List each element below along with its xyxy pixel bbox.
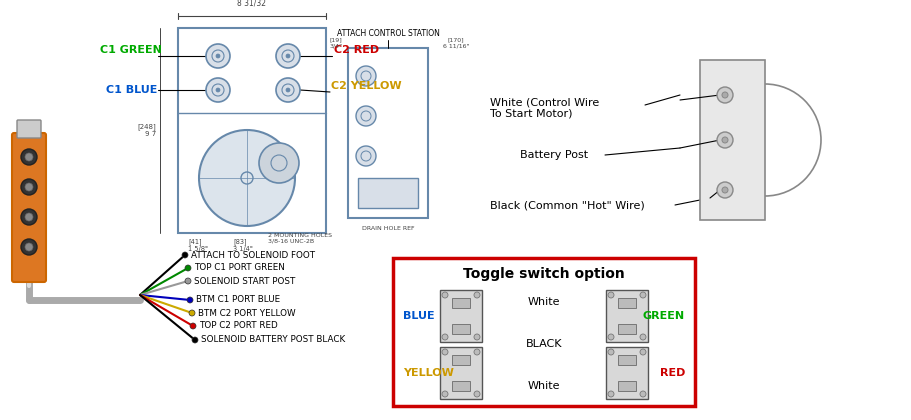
Text: RED: RED [659,368,684,378]
Circle shape [442,391,447,397]
Circle shape [276,44,300,68]
Text: Black (Common "Hot" Wire): Black (Common "Hot" Wire) [489,200,644,210]
Circle shape [640,292,645,298]
Text: BLACK: BLACK [525,339,562,349]
Circle shape [21,179,37,195]
Text: ATTACH TO SOLENOID FOOT: ATTACH TO SOLENOID FOOT [190,250,315,260]
Circle shape [187,297,193,303]
Text: Toggle switch option: Toggle switch option [463,267,624,281]
Circle shape [286,88,290,92]
Text: White (Control Wire
To Start Motor): White (Control Wire To Start Motor) [489,97,599,119]
Text: White: White [527,381,559,391]
Bar [618,355,635,365]
Text: White: White [527,297,559,307]
Text: ATTACH CONTROL STATION: ATTACH CONTROL STATION [336,29,439,38]
Text: SOLENOID START POST: SOLENOID START POST [194,276,295,286]
Text: BTM C1 PORT BLUE: BTM C1 PORT BLUE [196,296,280,304]
Text: SOLENOID BATTERY POST BLACK: SOLENOID BATTERY POST BLACK [200,336,345,344]
Circle shape [722,92,727,98]
Circle shape [640,391,645,397]
Circle shape [474,391,479,397]
Circle shape [25,153,33,161]
Text: [41]
1 5/8": [41] 1 5/8" [188,238,208,252]
Circle shape [192,337,198,343]
Circle shape [189,310,195,316]
Bar [618,324,635,334]
Circle shape [276,78,300,102]
Text: TOP C1 PORT GREEN: TOP C1 PORT GREEN [194,263,284,273]
Bar [393,258,694,406]
Bar [618,298,635,308]
Circle shape [185,278,190,284]
Bar [700,60,764,220]
Circle shape [640,349,645,355]
Circle shape [355,66,375,86]
Circle shape [716,132,732,148]
Bar [358,178,417,208]
Text: [83]
3 1/4": [83] 3 1/4" [232,238,252,252]
Circle shape [185,265,190,271]
Text: DRAIN HOLE REF: DRAIN HOLE REF [362,226,414,231]
Circle shape [206,44,230,68]
Text: [228]
8 31/32: [228] 8 31/32 [237,0,266,8]
Circle shape [25,243,33,251]
Bar [452,381,469,391]
Bar [452,298,469,308]
Circle shape [722,187,727,193]
Text: Battery Post: Battery Post [519,150,588,160]
Circle shape [286,54,290,58]
Circle shape [355,106,375,126]
Text: BTM C2 PORT YELLOW: BTM C2 PORT YELLOW [198,309,295,318]
Circle shape [25,183,33,191]
Circle shape [216,88,220,92]
Text: [19]
3/4": [19] 3/4" [329,38,343,48]
Circle shape [259,143,299,183]
Circle shape [608,391,613,397]
Circle shape [189,323,196,329]
Circle shape [474,334,479,340]
Text: C1 GREEN: C1 GREEN [100,45,161,55]
Text: GREEN: GREEN [642,311,684,321]
Circle shape [442,334,447,340]
Text: C1 BLUE: C1 BLUE [106,85,158,95]
Circle shape [21,149,37,165]
Text: C2 RED: C2 RED [333,45,379,55]
Circle shape [474,349,479,355]
Circle shape [722,137,727,143]
Circle shape [21,209,37,225]
Bar [439,347,482,399]
Bar [452,355,469,365]
Text: 2 MOUNTING HOLES
3/8-16 UNC-2B: 2 MOUNTING HOLES 3/8-16 UNC-2B [268,233,332,244]
Circle shape [716,87,732,103]
Circle shape [216,54,220,58]
Bar [452,324,469,334]
Circle shape [199,130,294,226]
FancyBboxPatch shape [17,120,41,138]
Bar [605,347,648,399]
Text: TOP C2 PORT RED: TOP C2 PORT RED [199,321,278,331]
Circle shape [608,349,613,355]
Circle shape [442,292,447,298]
Circle shape [608,292,613,298]
Circle shape [182,252,188,258]
Circle shape [608,334,613,340]
Text: [248]
9 7: [248] 9 7 [137,123,156,137]
Text: YELLOW: YELLOW [403,368,454,378]
Circle shape [640,334,645,340]
Text: BLUE: BLUE [403,311,435,321]
Bar [439,290,482,342]
FancyBboxPatch shape [12,133,46,282]
Text: C2 YELLOW: C2 YELLOW [331,81,401,91]
Bar [348,48,427,218]
Bar [605,290,648,342]
Circle shape [442,349,447,355]
Bar [178,28,325,233]
Circle shape [355,146,375,166]
Circle shape [474,292,479,298]
Text: [170]
6 11/16": [170] 6 11/16" [442,38,469,48]
Circle shape [21,239,37,255]
Circle shape [206,78,230,102]
Circle shape [716,182,732,198]
Bar [618,381,635,391]
Circle shape [25,213,33,221]
